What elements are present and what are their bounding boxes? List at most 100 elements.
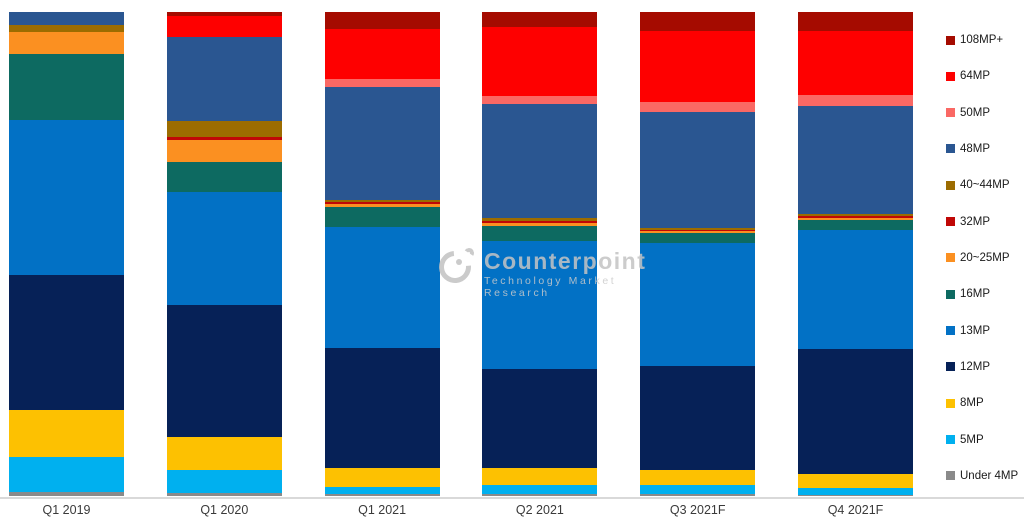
legend-item-108mp: 108MP+ bbox=[946, 34, 1018, 46]
segment-13mp bbox=[798, 229, 913, 350]
segment-64mp bbox=[798, 30, 913, 96]
legend-item-under-4mp: Under 4MP bbox=[946, 470, 1018, 482]
bar-q1-2021 bbox=[324, 12, 440, 496]
segment-under-4mp bbox=[798, 494, 913, 496]
segment-48mp bbox=[166, 37, 282, 122]
segment-40-44mp bbox=[324, 200, 440, 203]
legend-item-20-25mp: 20~25MP bbox=[946, 252, 1018, 264]
legend-label: 108MP+ bbox=[960, 34, 1004, 46]
bar-q4-2021f bbox=[798, 12, 913, 496]
segment-12mp bbox=[166, 305, 282, 437]
legend-label: 64MP bbox=[960, 70, 991, 83]
legend-item-40-44mp: 40~44MP bbox=[946, 179, 1018, 191]
bar-q3-2021f bbox=[640, 12, 756, 496]
segment-20-25mp bbox=[324, 204, 440, 207]
segment-32mp bbox=[798, 215, 913, 218]
legend-swatch-icon bbox=[946, 108, 955, 118]
segment-8mp bbox=[9, 410, 124, 458]
segment-16mp bbox=[166, 162, 282, 192]
x-axis-label-q1-2019: Q1 2019 bbox=[42, 503, 91, 517]
legend-item-8mp: 8MP bbox=[946, 397, 1018, 409]
legend-item-64mp: 64MP bbox=[946, 70, 1018, 82]
segment-64mp bbox=[640, 31, 756, 103]
legend-item-48mp: 48MP bbox=[946, 143, 1018, 155]
legend-label: 48MP bbox=[960, 142, 991, 155]
bar-q1-2020 bbox=[166, 12, 282, 496]
legend-label: 12MP bbox=[960, 360, 991, 373]
segment-32mp bbox=[640, 229, 756, 232]
segment-8mp bbox=[798, 474, 913, 488]
legend-swatch-icon bbox=[946, 35, 955, 45]
segment-12mp bbox=[324, 348, 440, 469]
x-axis-line bbox=[0, 497, 1024, 499]
segment-13mp bbox=[324, 226, 440, 349]
legend-label: 32MP bbox=[960, 215, 991, 228]
segment-20-25mp bbox=[798, 217, 913, 220]
segment-40-44mp bbox=[9, 25, 124, 32]
segment-5mp bbox=[798, 487, 913, 495]
chart-legend: 108MP+ 64MP 50MP 48MP 40~44MP 32MP 20~25MP 16MP… bbox=[946, 34, 1018, 482]
segment-108mp bbox=[798, 12, 913, 31]
segment-108mp bbox=[482, 12, 598, 28]
segment-5mp bbox=[640, 485, 756, 495]
legend-item-50mp: 50MP bbox=[946, 107, 1018, 119]
segment-under-4mp bbox=[166, 492, 282, 496]
segment-32mp bbox=[324, 202, 440, 205]
segment-108mp bbox=[640, 12, 756, 32]
legend-swatch-icon bbox=[946, 217, 955, 227]
legend-label: 16MP bbox=[960, 288, 991, 301]
x-axis-label-q1-2021: Q1 2021 bbox=[358, 503, 407, 517]
segment-13mp bbox=[482, 240, 598, 370]
segment-48mp bbox=[482, 104, 598, 219]
segment-50mp bbox=[640, 102, 756, 113]
segment-40-44mp bbox=[166, 121, 282, 137]
segment-13mp bbox=[166, 191, 282, 306]
legend-label: 5MP bbox=[960, 433, 984, 446]
segment-13mp bbox=[9, 120, 124, 276]
segment-48mp bbox=[798, 105, 913, 214]
segment-32mp bbox=[166, 136, 282, 141]
legend-item-32mp: 32MP bbox=[946, 216, 1018, 228]
segment-50mp bbox=[324, 79, 440, 88]
legend-swatch-icon bbox=[946, 71, 955, 81]
segment-13mp bbox=[640, 243, 756, 367]
segment-40-44mp bbox=[798, 213, 913, 216]
segment-64mp bbox=[166, 16, 282, 38]
legend-swatch-icon bbox=[946, 435, 955, 445]
segment-64mp bbox=[324, 29, 440, 80]
segment-12mp bbox=[9, 275, 124, 411]
legend-label: 50MP bbox=[960, 106, 991, 119]
segment-40-44mp bbox=[640, 227, 756, 230]
bar-q1-2019 bbox=[9, 12, 124, 496]
segment-8mp bbox=[166, 436, 282, 471]
segment-16mp bbox=[324, 206, 440, 227]
x-axis-label-q2-2021: Q2 2021 bbox=[515, 503, 564, 517]
legend-label: 8MP bbox=[960, 397, 984, 410]
segment-8mp bbox=[640, 470, 756, 486]
legend-swatch-icon bbox=[946, 362, 955, 372]
legend-item-5mp: 5MP bbox=[946, 434, 1018, 446]
segment-8mp bbox=[482, 468, 598, 486]
segment-5mp bbox=[324, 486, 440, 495]
segment-40-44mp bbox=[482, 218, 598, 222]
segment-8mp bbox=[324, 468, 440, 487]
segment-under-4mp bbox=[482, 494, 598, 496]
segment-under-4mp bbox=[324, 494, 440, 496]
bar-q2-2021 bbox=[482, 12, 598, 496]
legend-item-12mp: 12MP bbox=[946, 361, 1018, 373]
segment-48mp bbox=[640, 112, 756, 228]
legend-swatch-icon bbox=[946, 144, 955, 154]
segment-5mp bbox=[9, 457, 124, 493]
legend-swatch-icon bbox=[946, 253, 955, 263]
segment-20-25mp bbox=[166, 140, 282, 163]
legend-swatch-icon bbox=[946, 471, 955, 481]
segment-20-25mp bbox=[482, 222, 598, 227]
legend-label: 40~44MP bbox=[960, 179, 1010, 192]
x-axis-label-q4-2021f: Q4 2021F bbox=[827, 503, 884, 517]
legend-swatch-icon bbox=[946, 398, 955, 408]
legend-swatch-icon bbox=[946, 289, 955, 299]
segment-108mp bbox=[166, 12, 282, 17]
x-axis-label-q1-2020: Q1 2020 bbox=[200, 503, 249, 517]
legend-swatch-icon bbox=[946, 180, 955, 190]
